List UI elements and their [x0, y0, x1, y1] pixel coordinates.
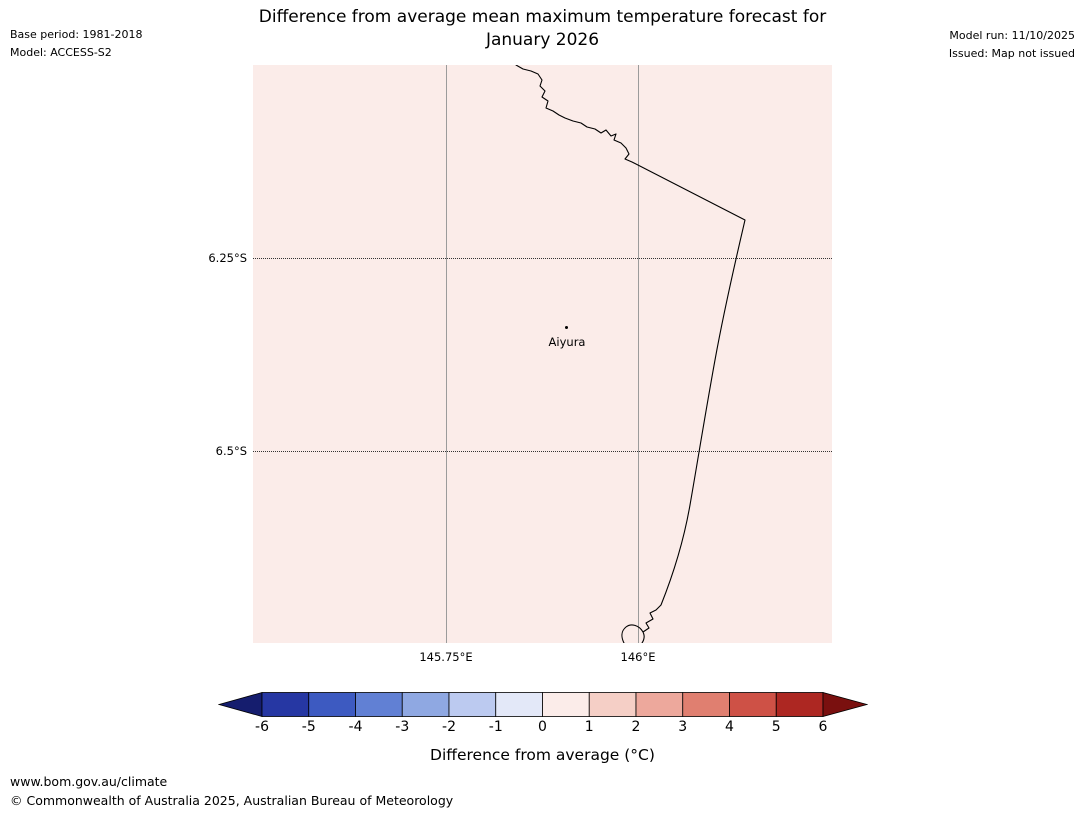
page-title: Difference from average mean maximum tem…: [0, 6, 1085, 52]
colorbar-tick: 4: [725, 719, 734, 735]
colorbar-right-arrow: [822, 692, 868, 717]
title-line-2: January 2026: [485, 30, 600, 50]
base-period-text: Base period: 1981-2018: [10, 28, 143, 41]
colorbar-tick: 5: [771, 719, 781, 735]
colorbar: [218, 692, 868, 717]
colorbar-tick: -6: [255, 719, 269, 735]
colorbar-tick-labels: -6 -5 -4 -3 -2 -1 0 1 2 3 4 5 6: [218, 719, 868, 737]
colorbar-tick: -2: [442, 719, 456, 735]
colorbar-segment: [401, 692, 450, 717]
run-metadata: Model run: 11/10/2025 Issued: Map not is…: [949, 27, 1075, 62]
station-marker-aiyura: [565, 326, 568, 329]
colorbar-tick: -3: [395, 719, 410, 735]
colorbar-segment: [261, 692, 310, 717]
colorbar-segment: [775, 692, 824, 717]
colorbar-segment: [448, 692, 497, 717]
gridline-lon-146e: [638, 65, 639, 643]
lat-tick-6-25s: 6.25°S: [208, 251, 247, 265]
colorbar-axis-label: Difference from average (°C): [430, 746, 655, 764]
gridline-lat-6-25s: [253, 258, 832, 259]
colorbar-tick: -4: [348, 719, 363, 735]
colorbar-segment: [588, 692, 637, 717]
issued-text: Issued: Map not issued: [948, 46, 1075, 60]
colorbar-tick: 0: [538, 719, 547, 735]
model-name-text: Model: ACCESS-S2: [10, 45, 112, 59]
gridline-lon-145-75e: [446, 65, 447, 643]
footer-copyright-text: © Commonwealth of Australia 2025, Austra…: [10, 793, 454, 808]
colorbar-segment: [355, 692, 403, 717]
coastline-outline: [515, 65, 746, 643]
colorbar-segment: [495, 692, 543, 717]
lon-tick-145-75e: 145.75°E: [419, 650, 473, 664]
colorbar-tick: 6: [818, 719, 828, 735]
colorbar-segment: [635, 692, 684, 717]
title-line-1: Difference from average mean maximum tem…: [258, 7, 827, 27]
lat-tick-6-5s: 6.5°S: [215, 444, 247, 458]
colorbar-segment: [682, 692, 730, 717]
colorbar-tick: 2: [631, 719, 641, 735]
colorbar-segment: [542, 692, 590, 717]
colorbar-tick: -1: [488, 719, 503, 735]
footer-website-text: www.bom.gov.au/climate: [10, 774, 168, 789]
colorbar-tick: 1: [584, 719, 594, 735]
model-metadata: Base period: 1981-2018 Model: ACCESS-S2: [10, 26, 142, 61]
colorbar-segment: [308, 692, 356, 717]
colorbar-segment: [729, 692, 777, 717]
gridline-lat-6-5s: [253, 451, 832, 452]
model-run-text: Model run: 11/10/2025: [949, 29, 1075, 42]
station-label-aiyura: Aiyura: [548, 335, 586, 349]
colorbar-tick: 3: [678, 719, 688, 735]
colorbar-left-arrow: [218, 692, 263, 717]
forecast-map-panel: Aiyura: [253, 65, 832, 643]
colorbar-tick: -5: [301, 719, 316, 735]
lon-tick-146e: 146°E: [620, 650, 656, 664]
